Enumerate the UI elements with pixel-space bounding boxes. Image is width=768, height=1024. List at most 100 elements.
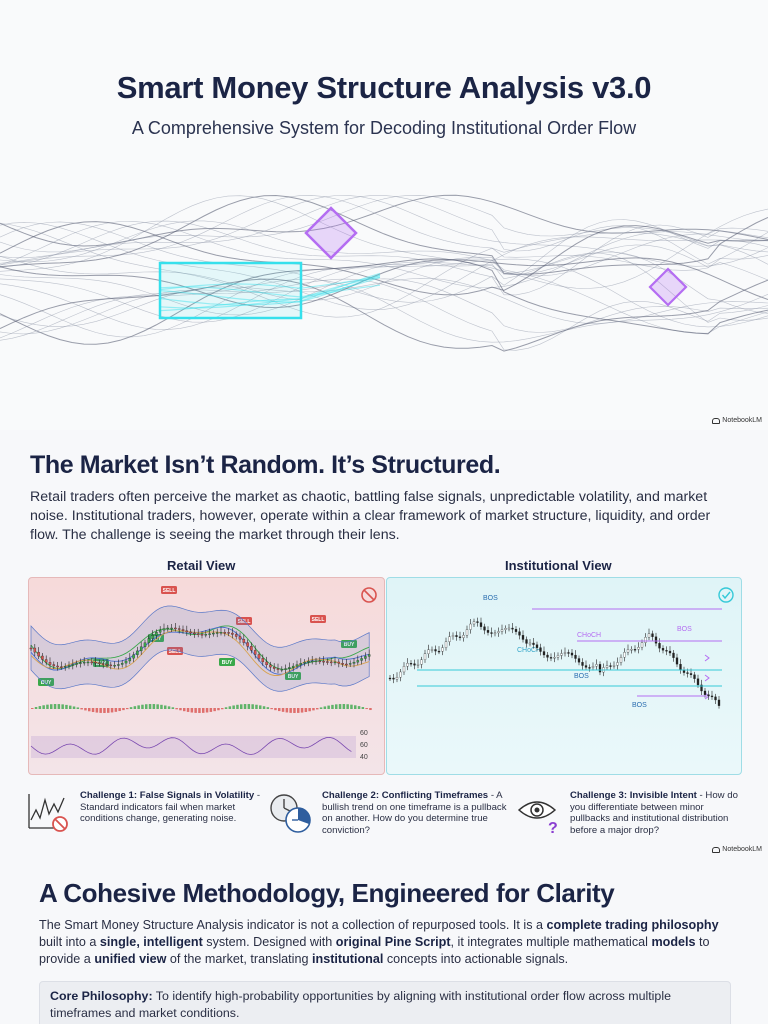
challenge-3-title: Challenge 3: Invisible Intent xyxy=(570,790,697,801)
flow-line xyxy=(0,194,768,247)
histogram-bar xyxy=(198,708,201,713)
histogram-bar xyxy=(232,705,235,709)
candle xyxy=(136,650,139,655)
candle xyxy=(658,643,661,649)
candle xyxy=(402,666,406,673)
challenge-3-text: Challenge 3: Invisible Intent - How do y… xyxy=(570,790,746,836)
histogram-bar xyxy=(262,706,266,709)
candle xyxy=(549,657,553,659)
candle xyxy=(101,663,105,665)
histogram-bar xyxy=(129,707,133,709)
candle xyxy=(462,634,465,638)
candle xyxy=(395,677,399,680)
candle xyxy=(196,633,200,635)
candle xyxy=(367,654,371,657)
candle xyxy=(689,673,693,675)
histogram-bar xyxy=(274,708,277,711)
candle xyxy=(193,632,196,635)
histogram-bar xyxy=(76,707,80,709)
candle xyxy=(651,633,654,637)
candle xyxy=(52,664,56,667)
candle xyxy=(654,636,658,644)
histogram-bar xyxy=(228,706,232,709)
candle xyxy=(423,653,427,660)
candle xyxy=(479,622,483,627)
candle xyxy=(303,661,306,664)
candle xyxy=(189,631,192,634)
candle xyxy=(98,662,101,664)
candle xyxy=(472,621,476,625)
candle xyxy=(455,635,458,637)
histogram-bar xyxy=(50,704,53,709)
histogram-bar xyxy=(91,708,95,713)
osc-level-1: 60 xyxy=(360,730,368,737)
candle xyxy=(265,661,268,666)
candle xyxy=(521,635,525,640)
candle xyxy=(574,654,577,659)
candle xyxy=(63,666,67,668)
histogram-bar xyxy=(80,708,83,710)
brand-mark-2: NotebookLM xyxy=(712,846,762,853)
histogram-bar xyxy=(217,708,220,711)
candle xyxy=(231,632,234,635)
candle xyxy=(598,664,602,673)
histogram-bar xyxy=(251,704,254,709)
histogram-bar xyxy=(243,704,247,709)
histogram-bar xyxy=(118,708,121,712)
candle xyxy=(326,661,329,663)
institutional-price-series xyxy=(388,608,722,709)
candle xyxy=(507,627,511,630)
signal-label: SELL xyxy=(238,619,251,625)
histogram-bar xyxy=(281,708,285,712)
candle xyxy=(493,632,497,635)
candle xyxy=(356,660,360,663)
candle xyxy=(703,690,707,695)
histogram-bar xyxy=(247,704,251,709)
candle xyxy=(208,633,211,635)
candle xyxy=(710,695,714,698)
candle xyxy=(430,649,434,651)
histogram-bar xyxy=(194,708,197,713)
candle xyxy=(504,628,507,630)
histogram-bar xyxy=(167,706,171,709)
candle xyxy=(679,663,682,670)
eye-question-icon: ? xyxy=(517,801,558,834)
candle xyxy=(707,694,710,697)
flow-line xyxy=(0,252,768,323)
cyan-flow-line xyxy=(159,276,381,298)
candle xyxy=(637,647,640,650)
challenge-2-desc: - A bullish trend on one timeframe is a … xyxy=(322,790,507,836)
candle xyxy=(714,696,717,701)
candle xyxy=(155,632,158,636)
signal-label: BUY xyxy=(344,642,355,648)
core-philosophy-box: Core Philosophy: To identify high-probab… xyxy=(39,981,731,1024)
histogram-bar xyxy=(99,708,102,713)
candle xyxy=(444,641,448,648)
structure-annotation: BOS xyxy=(632,702,647,709)
candle xyxy=(242,639,246,643)
candle xyxy=(661,648,665,651)
candle xyxy=(223,632,227,634)
histogram-bar xyxy=(141,704,144,709)
retail-view-panel: SELLBUYSELLBUYSELLBUYBUYSELLBUYBUY 60 60… xyxy=(28,577,385,775)
signal-tag xyxy=(38,678,54,686)
liquidity-diamond xyxy=(648,267,688,307)
candle xyxy=(291,665,295,668)
candle xyxy=(448,636,451,642)
candle xyxy=(458,636,462,638)
histogram-bar xyxy=(361,707,365,709)
candle xyxy=(75,663,78,665)
candle xyxy=(151,635,154,639)
histogram-bar xyxy=(342,704,346,709)
check-circle-icon xyxy=(718,587,734,603)
challenge-1-title: Challenge 1: False Signals in Volatility xyxy=(80,790,255,801)
histogram-bar xyxy=(240,704,243,709)
candle xyxy=(67,665,71,667)
histogram-bar xyxy=(323,706,327,709)
candle xyxy=(542,651,546,656)
oscillator-line xyxy=(30,736,352,755)
candle xyxy=(570,652,574,656)
histogram-bar xyxy=(213,708,216,712)
candle xyxy=(37,651,40,657)
candle xyxy=(539,647,542,652)
